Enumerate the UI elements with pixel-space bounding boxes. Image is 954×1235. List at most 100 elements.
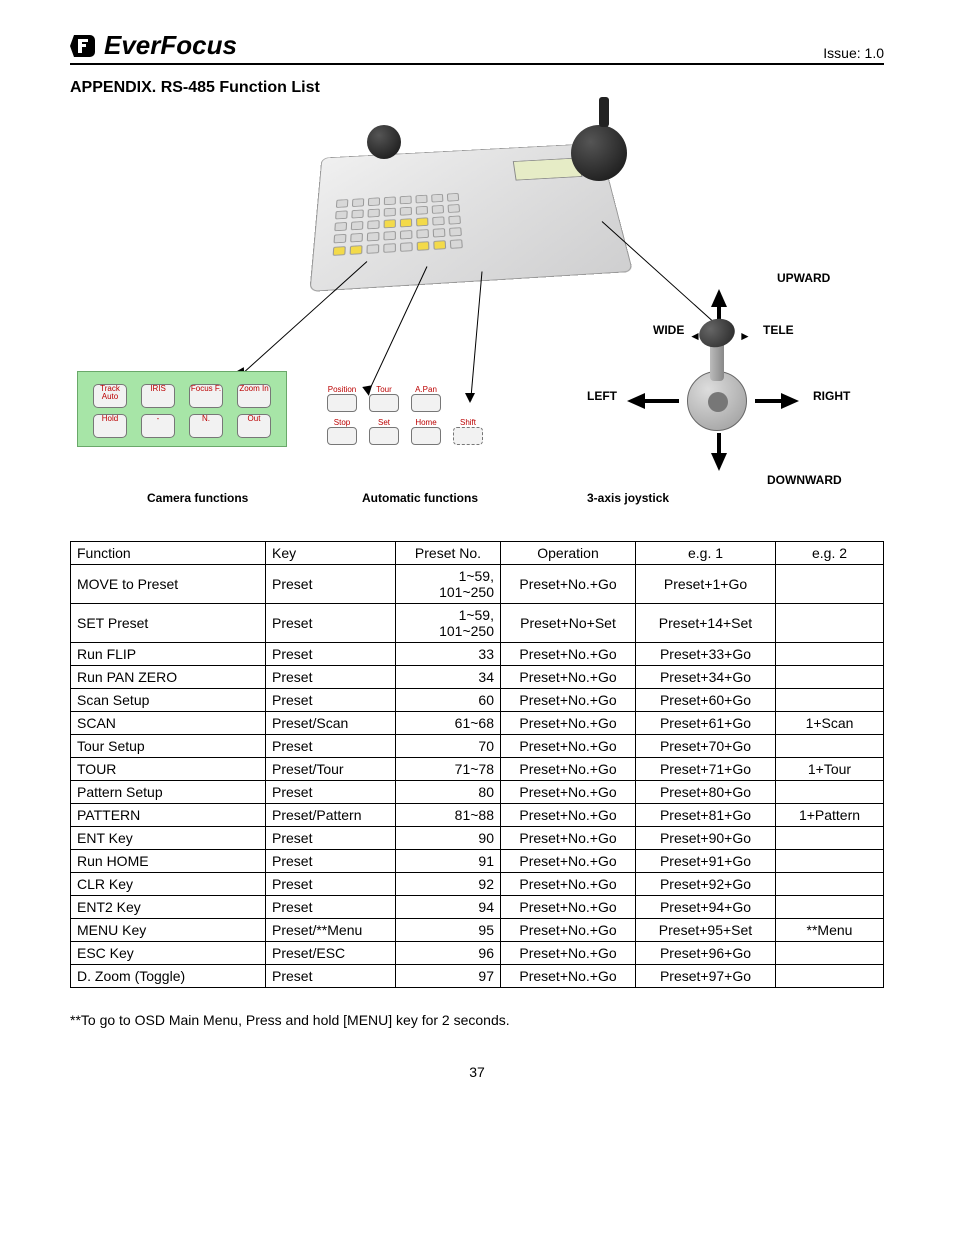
table-cell: Tour Setup xyxy=(71,735,266,758)
table-cell: SET Preset xyxy=(71,604,266,643)
table-header-row: Function Key Preset No. Operation e.g. 1… xyxy=(71,542,884,565)
tour-button: Tour xyxy=(369,385,399,412)
table-cell: TOUR xyxy=(71,758,266,781)
table-cell: Preset xyxy=(266,873,396,896)
table-cell xyxy=(776,850,884,873)
table-cell xyxy=(776,942,884,965)
footnote: **To go to OSD Main Menu, Press and hold… xyxy=(70,1012,884,1028)
table-cell: Run FLIP xyxy=(71,643,266,666)
table-cell: Preset+No.+Go xyxy=(501,965,636,988)
right-label: RIGHT xyxy=(813,389,850,403)
zoom-button: Zoom In xyxy=(237,384,271,408)
table-cell: 92 xyxy=(396,873,501,896)
table-row: TOURPreset/Tour71~78Preset+No.+GoPreset+… xyxy=(71,758,884,781)
table-cell: Preset+No.+Go xyxy=(501,850,636,873)
wide-arrow-icon: ◄ xyxy=(689,329,701,343)
table-cell: Preset xyxy=(266,850,396,873)
table-cell: Preset+No.+Go xyxy=(501,712,636,735)
hold-button: Hold xyxy=(93,414,127,438)
issue-label: Issue: 1.0 xyxy=(823,45,884,61)
table-cell: 1+Scan xyxy=(776,712,884,735)
table-cell: Preset+No.+Go xyxy=(501,873,636,896)
table-cell: Preset+No.+Go xyxy=(501,565,636,604)
table-cell: Preset xyxy=(266,666,396,689)
tele-arrow-icon: ► xyxy=(739,329,751,343)
table-cell: Preset+80+Go xyxy=(636,781,776,804)
table-cell: Preset xyxy=(266,896,396,919)
arrow-down-icon xyxy=(711,453,727,471)
brand-logo-icon xyxy=(70,33,98,59)
table-cell: 60 xyxy=(396,689,501,712)
section-title: APPENDIX. RS-485 Function List xyxy=(70,79,884,97)
table-cell: **Menu xyxy=(776,919,884,942)
col-key: Key xyxy=(266,542,396,565)
col-preset-no: Preset No. xyxy=(396,542,501,565)
camera-functions-caption: Camera functions xyxy=(147,491,248,505)
table-cell: Preset+33+Go xyxy=(636,643,776,666)
arrow-left-icon xyxy=(627,393,645,409)
table-cell: Preset+No.+Go xyxy=(501,689,636,712)
minus-button: - xyxy=(141,414,175,438)
table-cell xyxy=(776,873,884,896)
table-cell: Preset xyxy=(266,643,396,666)
col-operation: Operation xyxy=(501,542,636,565)
joystick-diagram: UPWARD DOWNWARD LEFT RIGHT WIDE TELE ◄ ► xyxy=(567,281,867,511)
iris-button: IRIS xyxy=(141,384,175,408)
table-cell: Preset+94+Go xyxy=(636,896,776,919)
table-row: PATTERNPreset/Pattern81~88Preset+No.+GoP… xyxy=(71,804,884,827)
automatic-functions-panel: Position Tour A.Pan Stop Set Home Shift xyxy=(327,379,527,445)
table-cell: Preset+61+Go xyxy=(636,712,776,735)
n-button: N. xyxy=(189,414,223,438)
set-button: Set xyxy=(369,418,399,445)
table-cell xyxy=(776,965,884,988)
table-cell: 95 xyxy=(396,919,501,942)
table-cell: Preset+92+Go xyxy=(636,873,776,896)
table-cell: Preset+No.+Go xyxy=(501,827,636,850)
table-cell xyxy=(776,565,884,604)
table-cell: MOVE to Preset xyxy=(71,565,266,604)
table-cell: Preset+No.+Go xyxy=(501,896,636,919)
brand-name: EverFocus xyxy=(104,30,237,61)
table-row: Pattern SetupPreset80Preset+No.+GoPreset… xyxy=(71,781,884,804)
table-cell: Preset xyxy=(266,827,396,850)
table-cell: Preset+95+Set xyxy=(636,919,776,942)
table-cell: Preset xyxy=(266,689,396,712)
table-row: ESC KeyPreset/ESC96Preset+No.+GoPreset+9… xyxy=(71,942,884,965)
table-cell: Run HOME xyxy=(71,850,266,873)
left-label: LEFT xyxy=(587,389,617,403)
table-cell: Preset+34+Go xyxy=(636,666,776,689)
table-cell: Pattern Setup xyxy=(71,781,266,804)
table-cell: 70 xyxy=(396,735,501,758)
table-cell xyxy=(776,827,884,850)
table-cell: 80 xyxy=(396,781,501,804)
col-function: Function xyxy=(71,542,266,565)
table-cell: 71~78 xyxy=(396,758,501,781)
downward-label: DOWNWARD xyxy=(767,473,842,487)
table-cell: 91 xyxy=(396,850,501,873)
table-cell: Preset+71+Go xyxy=(636,758,776,781)
table-cell: Preset/Tour xyxy=(266,758,396,781)
table-row: MENU KeyPreset/**Menu95Preset+No.+GoPres… xyxy=(71,919,884,942)
table-cell: Preset+91+Go xyxy=(636,850,776,873)
table-row: Run HOMEPreset91Preset+No.+GoPreset+91+G… xyxy=(71,850,884,873)
table-cell: Preset+60+Go xyxy=(636,689,776,712)
table-row: Run FLIPPreset33Preset+No.+GoPreset+33+G… xyxy=(71,643,884,666)
table-cell: Preset+No.+Go xyxy=(501,942,636,965)
table-row: CLR KeyPreset92Preset+No.+GoPreset+92+Go xyxy=(71,873,884,896)
table-cell: 1+Pattern xyxy=(776,804,884,827)
table-cell: Preset xyxy=(266,965,396,988)
table-cell: PATTERN xyxy=(71,804,266,827)
table-cell: Preset+No.+Go xyxy=(501,666,636,689)
table-row: Tour SetupPreset70Preset+No.+GoPreset+70… xyxy=(71,735,884,758)
table-cell: Preset+No.+Go xyxy=(501,758,636,781)
table-cell: Preset/Pattern xyxy=(266,804,396,827)
table-cell xyxy=(776,643,884,666)
camera-functions-panel: Track Auto IRIS Focus F. Zoom In Hold - … xyxy=(77,371,287,447)
home-button: Home xyxy=(411,418,441,445)
table-cell: 81~88 xyxy=(396,804,501,827)
table-cell: Preset+96+Go xyxy=(636,942,776,965)
table-cell: Preset/**Menu xyxy=(266,919,396,942)
table-cell: Preset xyxy=(266,604,396,643)
table-cell: SCAN xyxy=(71,712,266,735)
function-table: Function Key Preset No. Operation e.g. 1… xyxy=(70,541,884,988)
